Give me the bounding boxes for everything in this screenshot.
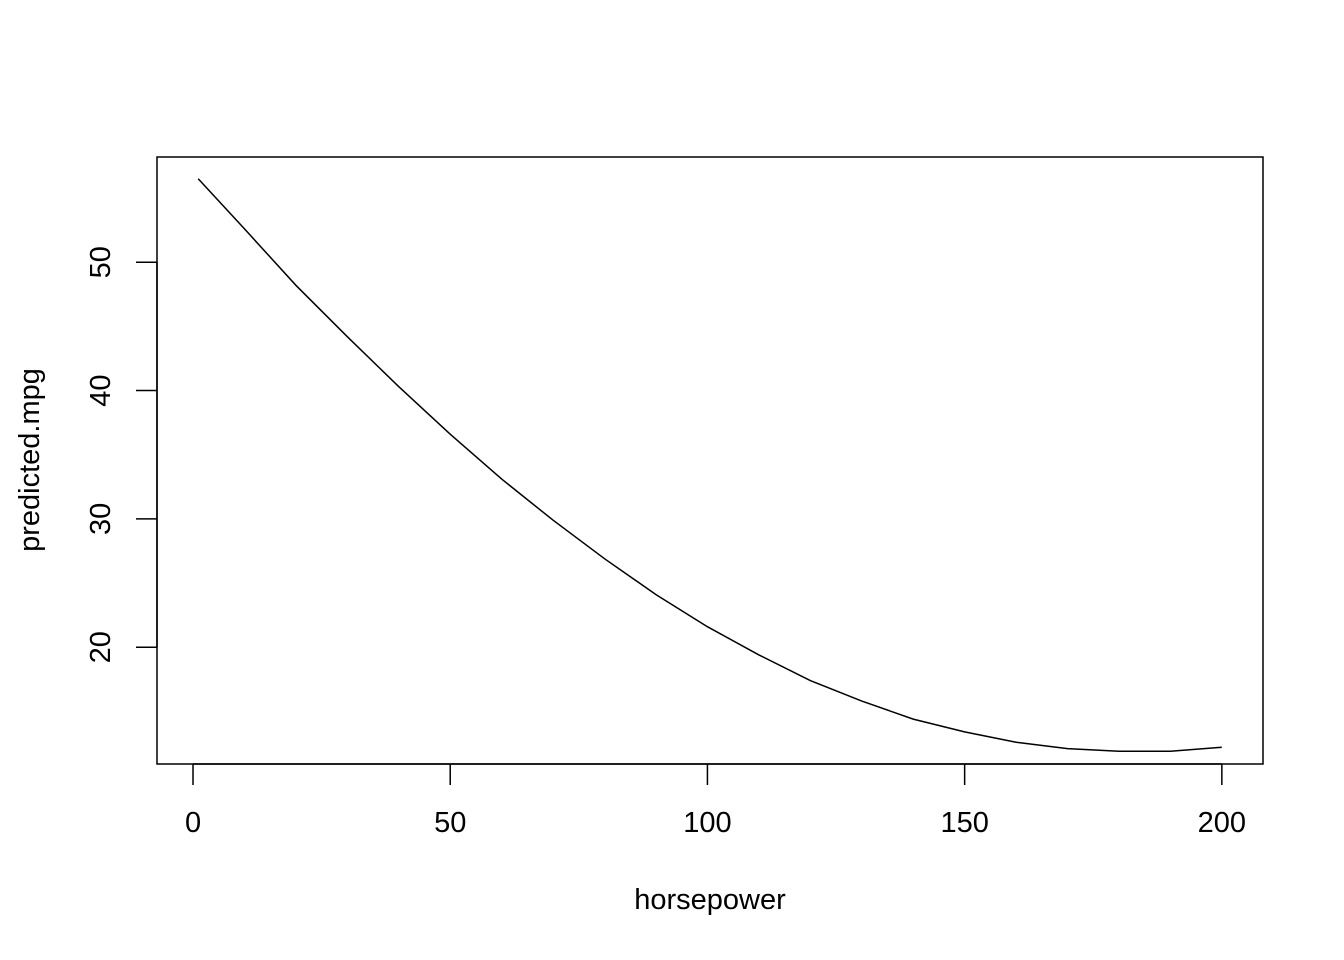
- y-axis-label: predicted.mpg: [14, 368, 46, 552]
- x-tick-label: 0: [185, 807, 201, 839]
- y-tick-label: 50: [85, 246, 117, 278]
- x-tick-label: 150: [940, 807, 988, 839]
- series-line: [197, 178, 1222, 752]
- x-tick-label: 100: [683, 807, 731, 839]
- x-axis-label: horsepower: [634, 884, 786, 916]
- y-tick-label: 20: [85, 631, 117, 663]
- y-tick-label: 30: [85, 503, 117, 535]
- x-axis: 0 50 100 150 200: [185, 763, 1246, 839]
- x-tick-label: 200: [1198, 807, 1246, 839]
- plot-frame: [156, 156, 1264, 765]
- y-tick-label: 40: [85, 374, 117, 406]
- y-axis: 20 30 40 50: [85, 246, 158, 663]
- x-tick-label: 50: [434, 807, 466, 839]
